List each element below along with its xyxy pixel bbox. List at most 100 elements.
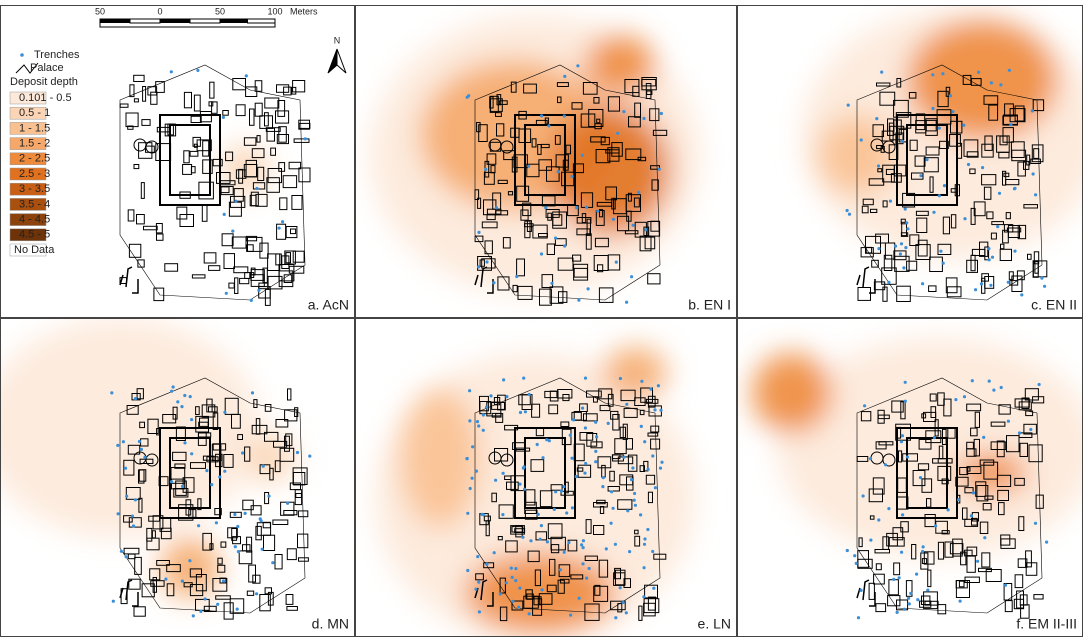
trench <box>244 74 248 78</box>
building <box>264 404 272 412</box>
building <box>493 397 501 406</box>
trench <box>989 81 993 85</box>
trench <box>1031 172 1035 176</box>
building <box>510 81 517 93</box>
building <box>1016 590 1025 609</box>
building <box>254 80 263 92</box>
trench <box>466 568 470 573</box>
trench <box>981 166 985 170</box>
building <box>290 228 297 235</box>
building <box>607 486 620 492</box>
trench <box>887 507 891 511</box>
building <box>937 465 952 481</box>
trench <box>951 110 955 114</box>
site-plan <box>856 64 1048 303</box>
stream <box>119 266 139 294</box>
building <box>924 514 936 528</box>
trench <box>611 506 615 510</box>
building <box>562 394 570 402</box>
building <box>141 119 151 126</box>
building <box>607 254 621 271</box>
building <box>497 276 510 291</box>
building <box>625 148 642 161</box>
trench <box>197 524 201 528</box>
building <box>861 205 869 214</box>
building <box>252 182 266 190</box>
trench <box>918 476 923 480</box>
building <box>898 450 903 463</box>
trench <box>501 471 505 475</box>
depth-zone <box>752 353 832 433</box>
building <box>179 214 194 227</box>
building <box>291 195 303 210</box>
trench <box>880 70 884 74</box>
building <box>874 549 890 554</box>
building <box>160 527 172 540</box>
trench <box>581 546 585 550</box>
building <box>223 454 234 468</box>
trench <box>231 229 235 233</box>
building <box>634 535 641 547</box>
trench <box>521 535 525 539</box>
building <box>150 91 158 105</box>
building <box>594 237 609 248</box>
trench <box>514 567 518 571</box>
building <box>510 525 525 535</box>
trench <box>640 379 644 383</box>
building <box>876 82 891 87</box>
legend-label: 4.5 - 5 <box>19 229 50 241</box>
building <box>506 481 519 490</box>
building <box>1018 432 1033 439</box>
building <box>937 90 949 108</box>
building <box>896 599 909 611</box>
trench <box>465 95 469 99</box>
building <box>549 558 556 576</box>
trench <box>199 609 203 613</box>
trench <box>653 486 657 490</box>
building <box>599 506 605 514</box>
trench <box>868 457 873 461</box>
building <box>1025 410 1034 417</box>
building <box>198 181 214 200</box>
trench <box>969 514 973 518</box>
building <box>983 461 999 480</box>
building <box>269 467 274 481</box>
scale-unit: Meters <box>290 6 318 16</box>
trench <box>210 483 214 487</box>
trench <box>562 114 566 118</box>
building <box>644 236 656 250</box>
building <box>137 259 145 268</box>
trench <box>183 441 187 445</box>
building <box>911 172 924 180</box>
building <box>649 108 660 122</box>
building <box>287 388 292 401</box>
legend-title: Deposit depth <box>10 76 78 88</box>
building <box>153 287 165 302</box>
building <box>220 541 227 548</box>
building <box>576 467 584 472</box>
building <box>208 265 221 271</box>
trench <box>552 507 556 511</box>
trench <box>188 559 192 563</box>
trench <box>649 387 653 391</box>
trench <box>942 184 947 188</box>
building <box>202 140 210 157</box>
trench <box>625 402 629 406</box>
building <box>997 489 1010 501</box>
building <box>971 248 986 256</box>
trench <box>899 242 904 246</box>
depth-zone <box>603 347 667 399</box>
building <box>246 590 255 596</box>
building <box>990 441 1007 451</box>
building <box>284 435 290 452</box>
building <box>512 284 518 293</box>
building <box>212 412 219 430</box>
building <box>245 159 258 178</box>
building <box>597 264 604 273</box>
site-plan <box>856 377 1045 619</box>
building <box>918 439 932 450</box>
building <box>119 103 129 108</box>
building <box>623 407 638 418</box>
legend-label: 0.101 - 0.5 <box>19 92 72 104</box>
cistern <box>882 453 896 467</box>
